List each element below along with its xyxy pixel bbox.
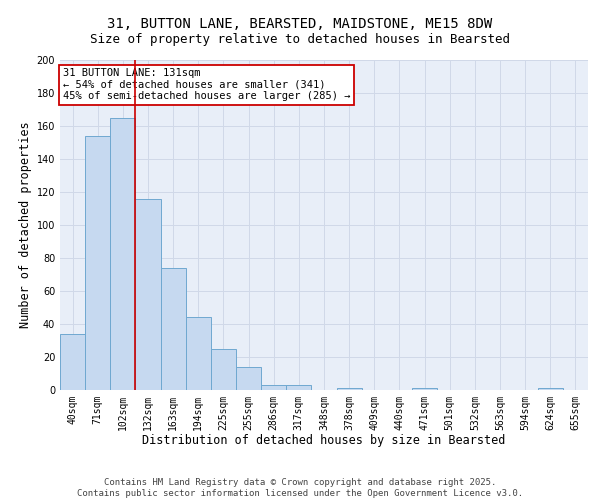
- Bar: [261, 385, 286, 390]
- Bar: [161, 268, 186, 390]
- Y-axis label: Number of detached properties: Number of detached properties: [19, 122, 32, 328]
- Text: Contains HM Land Registry data © Crown copyright and database right 2025.
Contai: Contains HM Land Registry data © Crown c…: [77, 478, 523, 498]
- Text: Size of property relative to detached houses in Bearsted: Size of property relative to detached ho…: [90, 32, 510, 46]
- Bar: [337, 388, 362, 390]
- Bar: [110, 118, 136, 390]
- Text: 31 BUTTON LANE: 131sqm
← 54% of detached houses are smaller (341)
45% of semi-de: 31 BUTTON LANE: 131sqm ← 54% of detached…: [62, 68, 350, 102]
- Bar: [85, 136, 110, 390]
- Text: 31, BUTTON LANE, BEARSTED, MAIDSTONE, ME15 8DW: 31, BUTTON LANE, BEARSTED, MAIDSTONE, ME…: [107, 18, 493, 32]
- Bar: [60, 334, 85, 390]
- Bar: [286, 385, 311, 390]
- X-axis label: Distribution of detached houses by size in Bearsted: Distribution of detached houses by size …: [142, 434, 506, 448]
- Bar: [136, 198, 161, 390]
- Bar: [186, 318, 211, 390]
- Bar: [412, 388, 437, 390]
- Bar: [211, 349, 236, 390]
- Bar: [538, 388, 563, 390]
- Bar: [236, 367, 261, 390]
